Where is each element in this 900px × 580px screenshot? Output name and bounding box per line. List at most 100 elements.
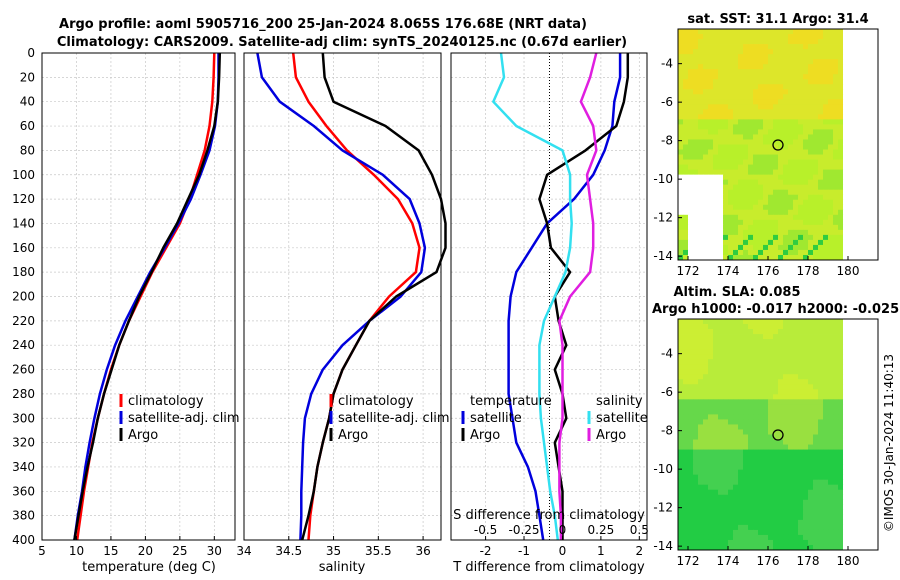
map-cell bbox=[838, 484, 844, 491]
map-cell bbox=[713, 139, 719, 145]
map-cell bbox=[793, 169, 799, 176]
map-cell bbox=[813, 164, 819, 171]
map-cell bbox=[713, 344, 719, 350]
map-cell bbox=[813, 234, 819, 241]
map-cell bbox=[803, 149, 809, 155]
salinity-tick-labels: 34 34.5 35 35.5 36 bbox=[236, 536, 431, 558]
map-cell bbox=[788, 379, 794, 385]
map-cell bbox=[788, 389, 794, 395]
map-cell bbox=[743, 224, 749, 231]
map-cell bbox=[708, 519, 714, 526]
map-cell bbox=[683, 489, 689, 496]
map-cell bbox=[723, 134, 729, 140]
map-cell bbox=[813, 444, 819, 450]
map-cell bbox=[868, 324, 874, 330]
map-cell bbox=[678, 479, 684, 486]
map-cell bbox=[828, 54, 834, 60]
map-cell bbox=[678, 34, 684, 40]
map-cell bbox=[753, 49, 759, 55]
map-cell bbox=[833, 194, 839, 201]
map-cell bbox=[698, 529, 704, 536]
map-cell bbox=[843, 89, 849, 95]
map-cell bbox=[813, 244, 819, 251]
map-cell bbox=[733, 529, 739, 536]
map-cell bbox=[863, 79, 869, 85]
series-line-s-satellite bbox=[492, 52, 573, 541]
map-cell bbox=[698, 194, 704, 201]
map-cell bbox=[728, 434, 734, 440]
map-cell bbox=[713, 34, 719, 40]
map-cell bbox=[683, 134, 689, 140]
map-cell bbox=[828, 414, 834, 420]
map-cell bbox=[723, 509, 729, 516]
map-cell bbox=[733, 414, 739, 420]
map-cell bbox=[693, 489, 699, 496]
map-cell bbox=[763, 169, 769, 176]
depth-tick-label: 20 bbox=[20, 70, 35, 84]
map-cell bbox=[818, 419, 824, 425]
map-cell bbox=[863, 159, 869, 165]
map-cell bbox=[873, 184, 879, 191]
map-cell bbox=[768, 179, 774, 186]
map-cell bbox=[743, 469, 749, 476]
map-cell bbox=[838, 254, 844, 261]
map-cell bbox=[813, 439, 819, 445]
map-cell bbox=[708, 89, 714, 95]
map-cell bbox=[738, 389, 744, 395]
map-cell bbox=[693, 109, 699, 115]
map-cell bbox=[868, 199, 874, 206]
map-cell bbox=[858, 499, 864, 506]
map-cell bbox=[688, 534, 694, 541]
map-cell bbox=[848, 474, 854, 481]
map-cell bbox=[688, 409, 694, 415]
map-cell bbox=[788, 114, 794, 120]
map-cell bbox=[703, 64, 709, 70]
map-cell bbox=[693, 434, 699, 440]
map-cell bbox=[828, 514, 834, 521]
map-cell bbox=[773, 364, 779, 370]
map-cell bbox=[773, 329, 779, 335]
map-cell bbox=[828, 479, 834, 486]
map-cell bbox=[848, 44, 854, 50]
map-cell bbox=[773, 144, 779, 150]
map-cell bbox=[868, 59, 874, 65]
map-cell bbox=[833, 209, 839, 216]
map-cell bbox=[733, 474, 739, 481]
map-cell bbox=[763, 364, 769, 370]
map-cell bbox=[753, 169, 759, 176]
map-cell bbox=[723, 154, 729, 160]
map-cell bbox=[758, 464, 764, 471]
map-cell bbox=[813, 379, 819, 385]
map-cell bbox=[828, 64, 834, 70]
map-cell bbox=[858, 374, 864, 380]
map-cell bbox=[793, 499, 799, 506]
map-cell bbox=[758, 109, 764, 115]
map-cell bbox=[723, 504, 729, 511]
map-cell bbox=[868, 104, 874, 110]
map-cell bbox=[843, 544, 849, 551]
map-cell bbox=[828, 239, 834, 246]
map-cell bbox=[783, 414, 789, 420]
map-cell bbox=[868, 179, 874, 186]
map-cell bbox=[773, 449, 779, 455]
map-cell bbox=[768, 339, 774, 345]
map-cell bbox=[768, 504, 774, 511]
map-cell bbox=[743, 514, 749, 521]
map-cell bbox=[843, 49, 849, 55]
map-cell bbox=[748, 484, 754, 491]
map-cell bbox=[818, 544, 824, 551]
map-cell bbox=[728, 444, 734, 450]
map-cell bbox=[853, 239, 859, 246]
map-cell bbox=[778, 184, 784, 191]
map-cell bbox=[798, 144, 804, 150]
map-cell bbox=[703, 29, 709, 35]
map-cell bbox=[818, 414, 824, 420]
map-cell bbox=[688, 94, 694, 100]
map-cell bbox=[738, 524, 744, 531]
map-cell bbox=[828, 544, 834, 551]
map-cell bbox=[768, 414, 774, 420]
map-cell bbox=[748, 244, 754, 251]
map-cell bbox=[793, 429, 799, 435]
map-cell bbox=[828, 424, 834, 430]
map-cell bbox=[773, 324, 779, 330]
